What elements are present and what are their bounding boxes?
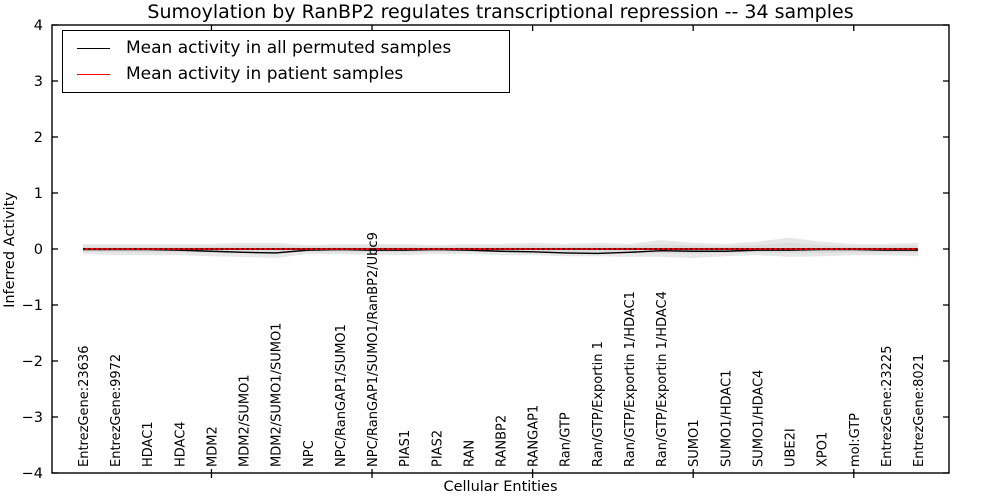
x-axis-label: Cellular Entities — [443, 479, 558, 495]
x-category-label: RAN — [462, 440, 477, 467]
x-category-label: Ran/GTP/Exportin 1/HDAC4 — [655, 291, 670, 467]
x-category-label: NPC/RanGAP1/SUMO1/RanBP2/Ubc9 — [366, 232, 381, 467]
x-category-label: HDAC1 — [141, 421, 156, 467]
legend-entry-patient: Mean activity in patient samples — [77, 66, 509, 83]
y-tick-label: 1 — [34, 186, 43, 202]
y-tick-label: −4 — [22, 466, 43, 482]
x-category-label: SUMO1/HDAC4 — [751, 370, 766, 467]
x-category-label: Ran/GTP/Exportin 1 — [591, 341, 606, 467]
y-tick-label: 4 — [34, 18, 43, 34]
y-tick-label: −2 — [22, 354, 43, 370]
y-tick-label: 0 — [34, 242, 43, 258]
x-category-label: MDM2/SUMO1 — [238, 374, 253, 467]
legend-entry-permuted: Mean activity in all permuted samples — [77, 40, 509, 57]
legend-label-permuted: Mean activity in all permuted samples — [126, 38, 452, 58]
y-tick-label: 2 — [34, 130, 43, 146]
x-category-label: RANGAP1 — [527, 405, 542, 467]
x-category-label: EntrezGene:8021 — [912, 354, 927, 467]
permuted-mean-line — [83, 248, 918, 255]
x-category-label: mol:GTP — [848, 413, 863, 467]
x-category-label: SUMO1 — [687, 420, 702, 468]
x-category-label: HDAC4 — [173, 421, 188, 467]
x-category-label: MDM2 — [205, 426, 220, 467]
x-category-label: MDM2/SUMO1/SUMO1 — [270, 323, 285, 467]
x-category-label: RANBP2 — [495, 415, 510, 467]
x-category-label: Ran/GTP — [559, 412, 574, 467]
x-category-label: XPO1 — [816, 432, 831, 467]
legend: Mean activity in all permuted samples Me… — [62, 30, 510, 93]
x-category-label: PIAS2 — [430, 430, 445, 467]
y-tick-label: −1 — [22, 298, 43, 314]
x-category-label: NPC/RanGAP1/SUMO1 — [334, 324, 349, 467]
x-category-label: EntrezGene:9972 — [109, 354, 124, 467]
x-category-label: NPC — [302, 440, 317, 467]
y-axis-label: Inferred Activity — [2, 192, 18, 308]
x-category-label: Ran/GTP/Exportin 1/HDAC1 — [623, 291, 638, 467]
x-category-label: UBE2I — [784, 428, 799, 467]
x-category-label: SUMO1/HDAC1 — [719, 370, 734, 467]
patient-line-swatch — [77, 74, 110, 75]
x-category-label: EntrezGene:23225 — [880, 346, 895, 467]
chart-title: Sumoylation by RanBP2 regulates transcri… — [147, 1, 854, 23]
y-tick-label: −3 — [22, 410, 43, 426]
y-tick-label: 3 — [34, 74, 43, 90]
legend-label-patient: Mean activity in patient samples — [126, 64, 404, 84]
x-category-label: EntrezGene:23636 — [77, 346, 92, 467]
permuted-line-swatch — [77, 48, 110, 49]
x-category-label: PIAS1 — [398, 430, 413, 467]
